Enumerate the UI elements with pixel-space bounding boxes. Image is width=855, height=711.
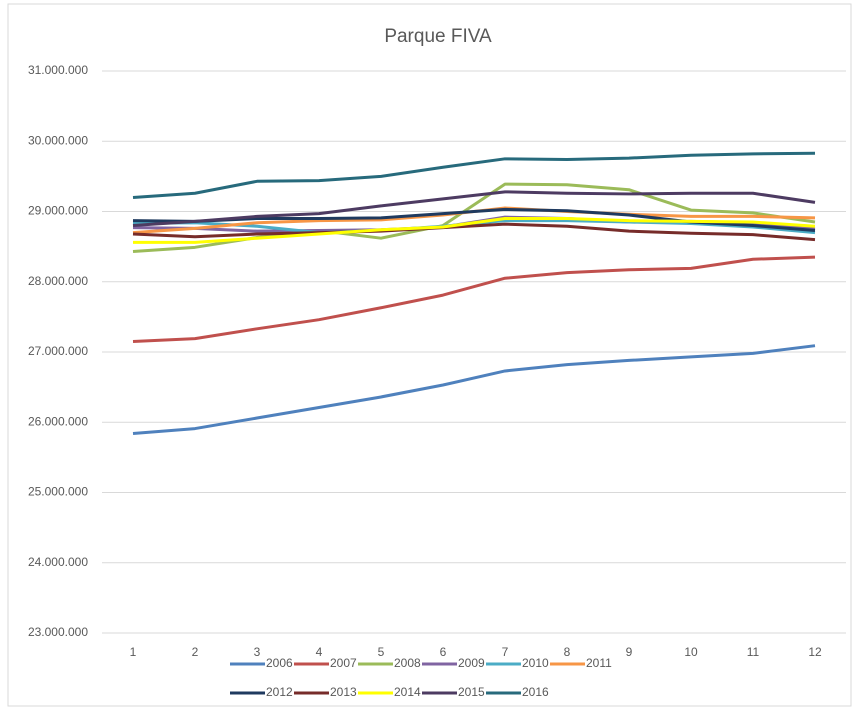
x-tick-label: 10 — [684, 645, 698, 659]
y-tick-label: 27.000.000 — [28, 344, 88, 358]
legend-label: 2006 — [266, 656, 293, 670]
series-line — [132, 344, 816, 435]
series-line — [133, 217, 816, 244]
y-tick-label: 23.000.000 — [28, 625, 88, 639]
x-tick-label: 4 — [316, 645, 323, 659]
x-tick-label: 6 — [440, 645, 447, 659]
y-tick-label: 25.000.000 — [28, 485, 88, 499]
legend-label: 2016 — [522, 685, 549, 699]
y-tick-label: 28.000.000 — [28, 274, 88, 288]
series-line — [132, 151, 816, 199]
y-tick-label: 26.000.000 — [28, 414, 88, 428]
legend-label: 2009 — [458, 656, 485, 670]
legend-label: 2015 — [458, 685, 485, 699]
legend-label: 2012 — [266, 685, 293, 699]
legend-label: 2010 — [522, 656, 549, 670]
series-line — [132, 222, 816, 242]
x-tick-label: 5 — [378, 645, 385, 659]
legend-label: 2007 — [330, 656, 357, 670]
series-line — [132, 255, 816, 343]
x-tick-label: 8 — [564, 645, 571, 659]
legend-label: 2013 — [330, 685, 357, 699]
legend-label: 2008 — [394, 656, 421, 670]
legend-label: 2014 — [394, 685, 421, 699]
y-tick-label: 31.000.000 — [28, 63, 88, 77]
legend-label: 2011 — [586, 656, 612, 670]
series-line — [132, 190, 816, 228]
x-tick-label: 7 — [502, 645, 509, 659]
x-tick-label: 9 — [626, 645, 633, 659]
x-tick-label: 3 — [254, 645, 261, 659]
chart-title: Parque FIVA — [384, 26, 492, 47]
x-tick-label: 2 — [192, 645, 199, 659]
x-tick-label: 1 — [130, 645, 137, 659]
y-tick-label: 30.000.000 — [28, 133, 88, 147]
x-tick-label: 12 — [808, 645, 822, 659]
x-tick-label: 11 — [747, 645, 760, 659]
y-tick-label: 24.000.000 — [28, 555, 88, 569]
y-tick-label: 29.000.000 — [28, 204, 88, 218]
